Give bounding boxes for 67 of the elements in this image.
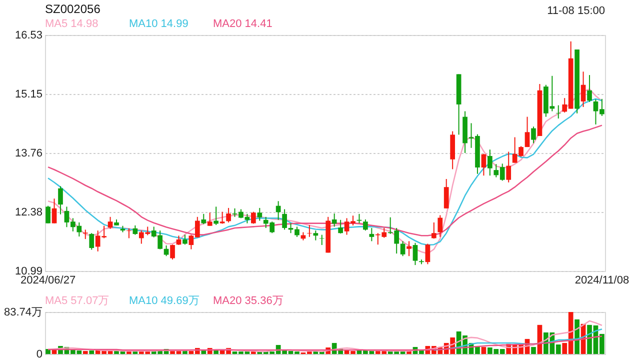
bar bbox=[82, 350, 88, 354]
y-tick-label: 15.15 bbox=[14, 88, 42, 100]
text: MA5 14.98 bbox=[45, 18, 98, 30]
candlestick bbox=[431, 222, 436, 240]
candlestick bbox=[524, 116, 530, 148]
candlestick bbox=[444, 178, 449, 209]
x-tick-label: 2024/11/08 bbox=[574, 274, 630, 286]
candlestick bbox=[170, 244, 175, 260]
candlestick bbox=[294, 226, 300, 238]
bar bbox=[89, 350, 94, 354]
candlestick bbox=[313, 230, 318, 241]
candlestick bbox=[369, 227, 374, 242]
candlestick bbox=[319, 234, 324, 246]
y-tick-label: 0 bbox=[36, 348, 42, 360]
candlestick bbox=[338, 219, 343, 234]
y-tick-label: 83.74万 bbox=[4, 306, 42, 318]
candlestick bbox=[307, 224, 312, 238]
bar bbox=[481, 346, 486, 354]
candlestick bbox=[46, 205, 50, 224]
candlestick bbox=[108, 216, 113, 230]
y-tick-label: 12.38 bbox=[14, 206, 42, 218]
candlestick bbox=[164, 244, 169, 257]
y-tick-label: 13.76 bbox=[14, 148, 42, 160]
text: MA20 14.41 bbox=[213, 18, 272, 30]
candlestick bbox=[363, 218, 368, 232]
candlestick bbox=[282, 208, 287, 230]
candlestick bbox=[488, 149, 492, 176]
candlestick bbox=[201, 213, 206, 225]
bar bbox=[201, 350, 206, 354]
candlestick bbox=[226, 207, 231, 223]
text: MA5 57.07万 bbox=[45, 295, 110, 307]
bar bbox=[182, 350, 188, 354]
candlestick bbox=[587, 74, 592, 102]
candlestick bbox=[214, 206, 219, 226]
line-series bbox=[47, 336, 603, 351]
bar bbox=[531, 346, 536, 354]
candlestick bbox=[556, 104, 561, 119]
candlestick bbox=[276, 200, 281, 220]
candlestick bbox=[52, 198, 57, 224]
text: MA20 35.36万 bbox=[213, 295, 284, 307]
text: 11-08 15:00 bbox=[547, 5, 605, 17]
candlestick bbox=[82, 229, 88, 240]
candlestick bbox=[332, 212, 337, 228]
chart-title: SZ002056 bbox=[45, 2, 101, 16]
candlestick bbox=[400, 240, 406, 257]
text: MA10 49.69万 bbox=[129, 295, 200, 307]
candlestick bbox=[132, 224, 138, 236]
candlestick bbox=[257, 207, 262, 222]
candlestick bbox=[89, 232, 94, 250]
candlestick bbox=[406, 240, 412, 257]
candlestick bbox=[412, 242, 418, 266]
candlestick bbox=[481, 153, 486, 176]
candlestick bbox=[207, 212, 212, 226]
line-series bbox=[47, 320, 603, 352]
candlestick bbox=[126, 228, 132, 239]
x-tick-label: 2024/06/27 bbox=[20, 274, 76, 286]
text: MA10 14.99 bbox=[129, 18, 188, 30]
candlestick bbox=[425, 243, 430, 265]
candlestick bbox=[176, 235, 182, 246]
candlestick bbox=[438, 214, 443, 238]
candlestick bbox=[531, 126, 536, 144]
y-tick-label: 16.53 bbox=[14, 30, 42, 42]
candlestick bbox=[580, 71, 586, 108]
bar bbox=[46, 348, 50, 354]
candlestick bbox=[506, 151, 512, 183]
candlestick bbox=[182, 234, 188, 246]
candlestick bbox=[58, 186, 63, 215]
